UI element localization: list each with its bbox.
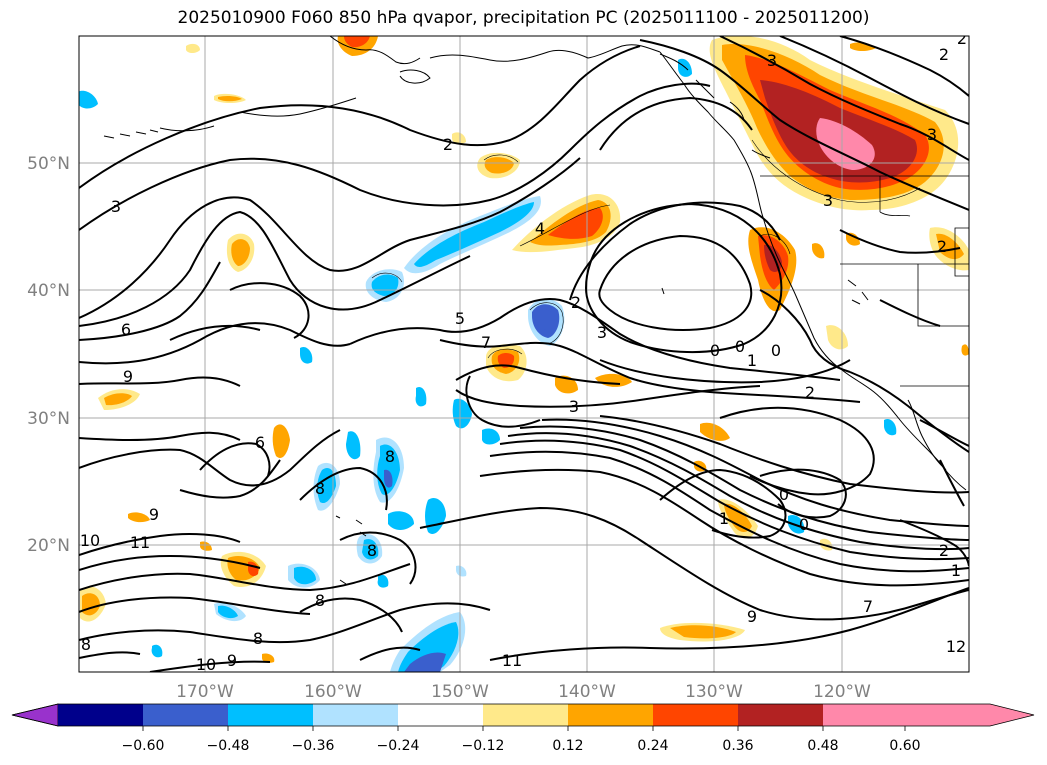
colorbar-segment bbox=[228, 704, 313, 726]
colorbar-segment bbox=[58, 704, 143, 726]
lon-label-150w: 150°W bbox=[431, 682, 489, 702]
map-content: 2 3 4 5 7 6 9 2 3 0 0 0 1 2 3 3 2 6 8 8 … bbox=[79, 29, 969, 674]
lat-label-40n: 40°N bbox=[27, 281, 70, 301]
colorbar-segment bbox=[483, 704, 568, 726]
lon-label-140w: 140°W bbox=[558, 682, 616, 702]
contour-label: 1 bbox=[719, 509, 729, 528]
contour-label: 8 bbox=[315, 479, 325, 498]
colorbar-tick-label: −0.48 bbox=[207, 738, 250, 754]
colorbar-tick-label: 0.48 bbox=[807, 738, 838, 754]
lat-label-30n: 30°N bbox=[27, 409, 70, 429]
lat-label-20n: 20°N bbox=[27, 536, 70, 556]
colorbar-tick-label: −0.36 bbox=[292, 738, 335, 754]
colorbar-tick-label: 0.60 bbox=[889, 738, 920, 754]
contour-label: 10 bbox=[196, 655, 216, 674]
colorbar-extend-left bbox=[11, 703, 59, 727]
contour-label: 8 bbox=[315, 591, 325, 610]
contour-label: 9 bbox=[227, 651, 237, 670]
contour-label: 6 bbox=[255, 433, 265, 452]
contour-label: 2 bbox=[939, 541, 949, 560]
contour-label: 3 bbox=[767, 51, 777, 70]
contour-label: 2 bbox=[939, 45, 949, 64]
colorbar-segment bbox=[568, 704, 653, 726]
contour-label: 11 bbox=[130, 533, 150, 552]
contour-label: 3 bbox=[111, 197, 121, 216]
contour-label: 2 bbox=[571, 293, 581, 312]
colorbar-tick-labels: −0.60 −0.48 −0.36 −0.24 −0.12 0.12 0.24 … bbox=[122, 738, 921, 754]
figure-title: 2025010900 F060 850 hPa qvapor, precipit… bbox=[177, 8, 870, 28]
contour-label: 9 bbox=[747, 607, 757, 626]
qvapor-contours bbox=[79, 36, 969, 672]
lon-label-130w: 130°W bbox=[685, 682, 743, 702]
coastlines bbox=[103, 36, 967, 585]
contour-label: 7 bbox=[863, 597, 873, 616]
colorbar-tick-label: 0.24 bbox=[637, 738, 668, 754]
latitude-labels: 50°N 40°N 30°N 20°N bbox=[27, 154, 70, 556]
contour-label: 1 bbox=[951, 561, 961, 580]
contour-label: 2 bbox=[805, 383, 815, 402]
contour-label: 12 bbox=[946, 637, 966, 656]
contour-label: 8 bbox=[253, 629, 263, 648]
contour-label: 0 bbox=[779, 485, 789, 504]
contour-label: 0 bbox=[710, 341, 720, 360]
contour-label: 8 bbox=[81, 635, 91, 654]
longitude-labels: 170°W 160°W 150°W 140°W 130°W 120°W bbox=[176, 682, 871, 702]
colorbar-outline bbox=[11, 703, 1035, 727]
contour-label: 10 bbox=[80, 531, 100, 550]
contour-label: 0 bbox=[735, 337, 745, 356]
contour-label: 3 bbox=[927, 125, 937, 144]
precipitation-outline-contours bbox=[371, 139, 921, 359]
colorbar-segment bbox=[143, 704, 228, 726]
contour-label: 0 bbox=[799, 515, 809, 534]
colorbar-tick-label: −0.12 bbox=[462, 738, 505, 754]
contour-label: 5 bbox=[455, 309, 465, 328]
colorbar-segment bbox=[738, 704, 823, 726]
contour-label: 2 bbox=[937, 237, 947, 256]
contour-label: 9 bbox=[149, 505, 159, 524]
contour-labels: 2 3 4 5 7 6 9 2 3 0 0 0 1 2 3 3 2 6 8 8 … bbox=[80, 29, 967, 674]
contour-label: 9 bbox=[123, 367, 133, 386]
lon-label-120w: 120°W bbox=[813, 682, 871, 702]
lon-label-170w: 170°W bbox=[176, 682, 234, 702]
colorbar-tick-label: −0.24 bbox=[377, 738, 420, 754]
contour-label: 3 bbox=[569, 397, 579, 416]
colorbar-ticks bbox=[142, 726, 906, 731]
colorbar-tick-label: −0.60 bbox=[122, 738, 165, 754]
colorbar-segment bbox=[313, 704, 398, 726]
contour-label: 7 bbox=[481, 333, 491, 352]
contour-label: 3 bbox=[823, 191, 833, 210]
contour-label: 0 bbox=[771, 341, 781, 360]
contour-label: 4 bbox=[535, 219, 545, 238]
contour-label: 1 bbox=[747, 351, 757, 370]
contour-label: 2 bbox=[443, 135, 453, 154]
colorbar-segment bbox=[653, 704, 738, 726]
lon-label-160w: 160°W bbox=[304, 682, 362, 702]
lat-label-50n: 50°N bbox=[27, 154, 70, 174]
colorbar-tick-label: 0.12 bbox=[552, 738, 583, 754]
colorbar: −0.60 −0.48 −0.36 −0.24 −0.12 0.12 0.24 … bbox=[11, 703, 1035, 754]
political-borders bbox=[760, 175, 969, 400]
map-frame bbox=[78, 35, 970, 673]
contour-label: 8 bbox=[385, 447, 395, 466]
contour-label: 11 bbox=[502, 651, 522, 670]
colorbar-tick-label: 0.36 bbox=[722, 738, 753, 754]
colorbar-segment bbox=[398, 704, 483, 726]
contour-label: 6 bbox=[121, 320, 131, 339]
contour-label: 8 bbox=[367, 541, 377, 560]
colorbar-extend-right bbox=[823, 704, 1034, 726]
contour-label: 3 bbox=[597, 323, 607, 342]
contour-label: 2 bbox=[957, 29, 967, 48]
